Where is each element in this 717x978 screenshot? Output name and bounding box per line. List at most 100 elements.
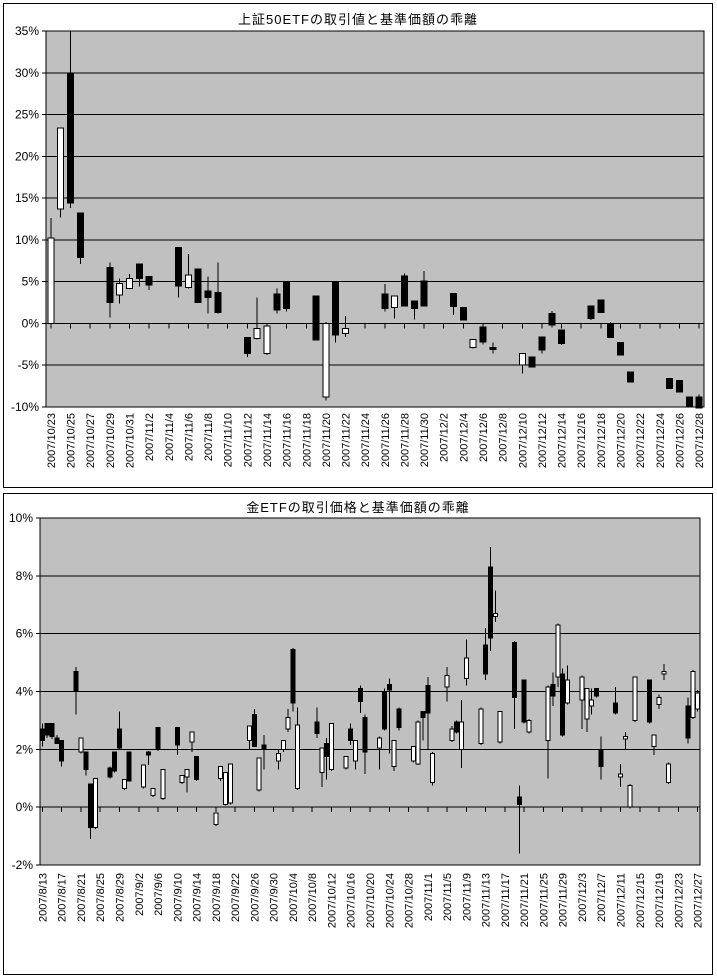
x-axis-label: 2007/12/18 — [596, 413, 608, 468]
candle-body-up — [632, 676, 638, 721]
candle-body-up — [518, 353, 526, 366]
y-axis-label: 8% — [16, 569, 34, 583]
chart-title-gold-etf: 金ETFの取引価格と基準価額の乖離 — [246, 500, 470, 515]
candle-body-down — [112, 751, 118, 772]
candle-body-down — [135, 263, 143, 279]
candle-body-down — [685, 396, 693, 408]
x-axis-label: 2007/12/6 — [478, 413, 490, 462]
candle-body-down — [324, 743, 330, 758]
candle-body-up — [247, 725, 253, 742]
candle-body-down — [174, 727, 180, 746]
candle-body-up — [121, 779, 127, 789]
candle-body-down — [512, 641, 518, 698]
x-axis-label: 2007/12/10 — [517, 413, 529, 468]
candle-body-down — [516, 796, 522, 805]
x-axis-label: 2007/11/1 — [423, 873, 435, 921]
candle-body-up — [218, 766, 224, 779]
candle-body-up — [141, 764, 147, 788]
chart-title-sse50etf: 上証50ETFの取引値と基準価額の乖離 — [237, 12, 478, 27]
candle-body-up — [478, 708, 484, 745]
candle-body-up — [459, 721, 465, 750]
candle-body-down — [261, 744, 267, 750]
candle-body-down — [598, 748, 604, 768]
candle-body-down — [273, 293, 281, 311]
candle-body-up — [651, 734, 657, 747]
candle-body-down — [548, 312, 556, 326]
candle-body-down — [459, 307, 467, 321]
candle-body-down — [251, 714, 257, 747]
candle-body-down — [381, 691, 387, 730]
x-axis-label: 2007/12/22 — [635, 413, 647, 468]
candle-body-down — [332, 282, 340, 336]
candle-body-down — [479, 326, 487, 343]
candle-body-down — [214, 292, 222, 314]
x-axis-label: 2007/12/2 — [439, 413, 451, 462]
x-axis-label: 2007/11/25 — [538, 873, 550, 927]
x-axis-label: 2007/12/26 — [674, 413, 686, 468]
candle-body-up — [627, 784, 633, 808]
x-axis-label: 2007/11/24 — [360, 413, 372, 467]
candle-body-up — [666, 763, 672, 784]
candle-body-up — [275, 753, 281, 762]
candle-body-up — [469, 338, 477, 349]
x-axis-label: 2007/10/20 — [365, 873, 377, 928]
chart-panel-sse50etf: 上証50ETFの取引値と基準価額の乖離 35% 30% 25% 20% 15% 10% 5%… — [3, 3, 713, 488]
candle-body-down — [593, 688, 599, 697]
x-axis-label: 2007/10/16 — [346, 873, 358, 928]
candle-body-up — [695, 692, 701, 710]
x-axis-label: 2007/12/28 — [694, 413, 706, 468]
candle-body-up — [160, 769, 166, 799]
candle-body-up — [463, 657, 469, 679]
x-axis-label: 2007/11/22 — [341, 413, 353, 467]
x-axis-label: 2007/10/29 — [105, 413, 117, 468]
x-axis-label: 2007/10/8 — [307, 873, 319, 922]
candle-body-up — [415, 721, 421, 765]
candle-body-up — [263, 325, 271, 355]
candle-body-down — [675, 379, 683, 393]
candle-body-down — [155, 727, 161, 750]
x-axis-label: 2007/9/6 — [153, 873, 165, 916]
candle-body-up — [253, 327, 261, 339]
candle-body-down — [175, 246, 183, 287]
x-axis-label: 2007/11/17 — [500, 873, 512, 927]
candle-body-up — [555, 624, 561, 678]
candle-body-up — [285, 717, 291, 730]
candle-body-up — [47, 237, 55, 324]
candle-body-up — [661, 670, 667, 675]
candle-body-up — [579, 676, 585, 701]
x-axis-label: 2007/12/12 — [537, 413, 549, 468]
candle-body-up — [295, 724, 301, 789]
candle-body-down — [420, 280, 428, 307]
candle-body-up — [353, 740, 359, 762]
candle-body-up — [57, 127, 65, 210]
candle-body-up — [430, 753, 436, 784]
x-axis-label: 2007/11/4 — [164, 413, 176, 461]
candle-body-up — [584, 688, 590, 720]
candle-body-up — [319, 747, 325, 773]
x-axis-label: 2007/9/22 — [230, 873, 242, 922]
candle-body-down — [88, 783, 94, 828]
y-axis-label: 4% — [16, 685, 34, 699]
candle-body-down — [528, 356, 536, 368]
x-axis-label: 2007/9/10 — [172, 873, 184, 922]
candle-body-down — [587, 305, 595, 319]
x-axis-label: 2007/11/8 — [203, 413, 215, 461]
candle-body-up — [328, 722, 334, 771]
candle-body-down — [312, 295, 320, 341]
x-axis-label: 2007/11/10 — [223, 413, 235, 467]
candle-body-down — [39, 728, 45, 742]
candle-body-down — [126, 751, 132, 782]
candle-body-up — [690, 670, 696, 719]
y-axis-label: 35% — [15, 24, 39, 38]
x-axis-label: 2007/11/28 — [399, 413, 411, 467]
candle-body-up — [449, 728, 455, 742]
candle-body-up — [189, 731, 195, 743]
x-axis-label: 2007/12/16 — [576, 413, 588, 468]
candle-body-down — [381, 293, 389, 309]
candle-body-down — [204, 290, 212, 299]
candle-body-down — [386, 683, 392, 691]
candle-body-down — [454, 721, 460, 733]
x-axis-label: 2007/12/3 — [577, 873, 589, 922]
candle-body-down — [483, 644, 489, 675]
